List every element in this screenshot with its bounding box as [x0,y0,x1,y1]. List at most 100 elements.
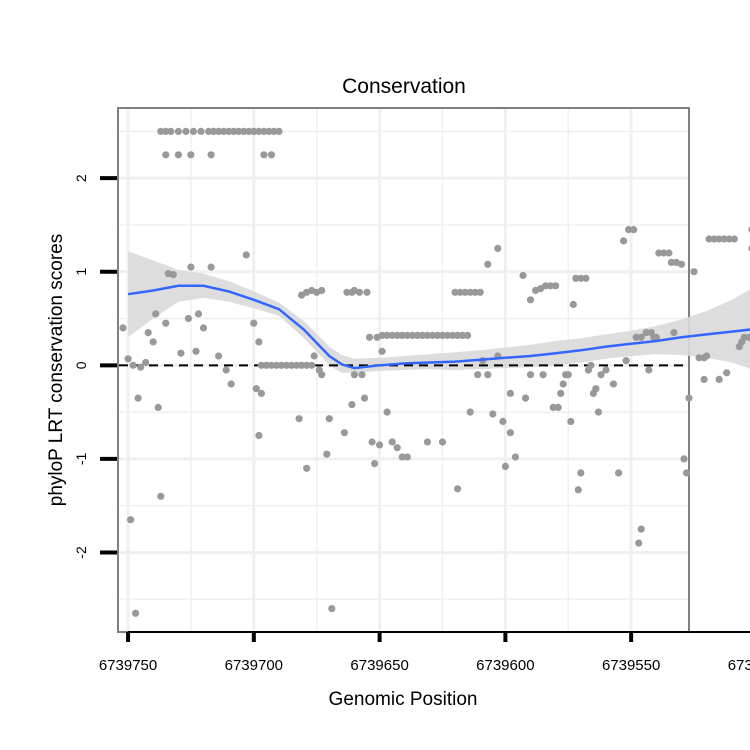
data-point [343,288,351,296]
data-point [129,361,137,369]
data-point [577,469,585,477]
data-point [328,605,336,613]
data-point [466,288,474,296]
data-point [288,361,296,369]
data-point [438,331,447,339]
data-point [167,127,175,135]
data-point [194,310,203,318]
data-point [700,354,708,362]
data-point [174,151,182,159]
data-point [690,268,698,276]
data-point [255,338,263,346]
data-point [680,455,688,463]
y-tick-label: 0 [73,361,89,369]
data-point [257,389,265,397]
data-point [547,282,555,290]
data-point [539,371,547,379]
data-point [398,453,406,461]
data-point [408,331,416,339]
data-point [225,127,233,135]
data-point [506,429,514,437]
data-point [303,464,311,472]
data-point [428,331,436,339]
data-point [303,361,311,369]
data-point [587,361,595,369]
data-point [511,453,519,461]
data-point [471,288,479,296]
data-point [665,249,673,257]
data-point [459,331,467,339]
data-point [177,349,185,357]
data-point [521,394,530,402]
data-point [295,415,303,423]
data-point [250,319,258,327]
data-point [526,296,535,304]
data-point [152,310,160,318]
data-point [250,127,258,135]
data-point [660,249,668,257]
data-point [348,401,356,409]
data-point [144,329,152,337]
smooth-line [127,284,750,370]
data-point [637,525,645,533]
data-point [355,288,364,296]
data-point [378,331,386,339]
data-point [340,429,348,437]
x-axis: 6739750 6739700 6739650 6739600 6739550 67395… [99,631,750,674]
data-point [572,274,580,282]
data-point [174,127,182,135]
data-point [592,385,600,393]
data-point [559,380,567,388]
data-point [615,469,623,477]
data-point [625,226,633,234]
data-point [182,127,190,135]
data-point [745,333,750,341]
x-tick-label: 6739600 [476,657,534,674]
data-point [388,331,396,339]
data-point [484,260,492,268]
data-point [554,403,562,411]
data-point [142,358,150,367]
x-tick-label: 6739500 [728,657,750,674]
data-point [363,288,371,296]
data-point [207,263,215,271]
data-point [318,286,326,295]
data-point [282,361,291,369]
data-point [582,274,590,282]
data-point [245,127,253,135]
data-point [149,338,157,346]
data-point [134,394,142,402]
data-point [451,288,459,296]
data-point [715,375,723,383]
data-point [215,352,223,360]
data-point [393,331,401,339]
data-point [418,331,426,339]
data-point [318,371,326,379]
data-point [376,441,384,449]
data-point [205,127,213,135]
data-point [454,331,462,339]
data-point [720,235,728,243]
smooth-line-layer [127,284,750,370]
data-point [358,371,366,379]
data-point [187,263,195,271]
confidence-ribbon [128,251,750,373]
data-point [567,417,575,426]
data-point [230,127,238,135]
data-point [552,282,560,290]
data-point [652,333,660,341]
data-point [637,333,645,341]
data-point [310,352,318,360]
data-point [240,127,248,135]
data-point [325,415,333,423]
data-point [127,516,135,524]
x-tick-label: 6739700 [225,657,283,674]
data-point [438,438,447,446]
data-point [685,394,693,402]
data-point [740,333,748,341]
data-point [220,127,228,135]
y-tick-label: -2 [73,546,89,559]
data-point [398,331,406,339]
data-point [519,271,527,280]
